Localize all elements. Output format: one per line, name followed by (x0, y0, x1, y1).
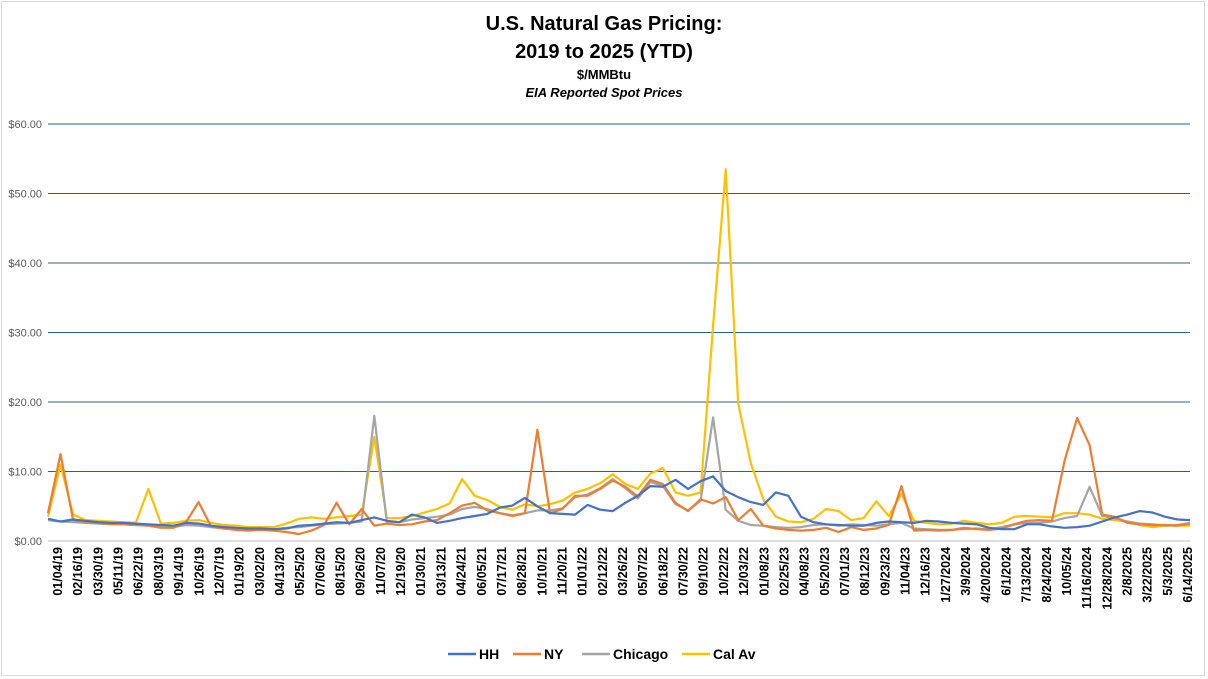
x-tick-label: 04/08/23 (798, 547, 812, 596)
x-tick-label: 10/10/21 (535, 547, 549, 596)
x-tick-label: 07/30/22 (677, 547, 691, 596)
x-tick-label: 12/19/20 (394, 547, 408, 596)
x-tick-label: 4/20/2024 (979, 547, 993, 603)
y-tick-label: $40.00 (8, 258, 42, 270)
x-tick-label: 8/24/2024 (1040, 547, 1054, 603)
x-tick-label: 01/04/19 (51, 547, 65, 596)
legend-label: HH (479, 646, 499, 662)
x-tick-label: 6/1/2024 (999, 547, 1013, 596)
chart-subtitle-source: EIA Reported Spot Prices (525, 85, 683, 100)
legend: HH NY Chicago Cal Av (448, 646, 756, 662)
chart-title: U.S. Natural Gas Pricing: (485, 13, 723, 35)
series-lines (46, 168, 1191, 536)
x-axis-ticks: 01/04/19 02/16/19 03/30/19 05/11/19 06/22/19… (51, 547, 1195, 610)
x-tick-label: 06/18/22 (656, 547, 670, 596)
x-tick-label: 08/12/23 (858, 547, 872, 596)
x-tick-label: 06/05/21 (475, 547, 489, 596)
y-tick-label: $50.00 (8, 189, 42, 201)
legend-label: Cal Av (713, 646, 756, 662)
series-line-cal-av (46, 168, 1190, 529)
chart-title-line2: 2019 to 2025 (YTD) (515, 41, 693, 63)
x-tick-label: 08/03/19 (152, 547, 166, 596)
x-tick-label: 09/23/23 (878, 547, 892, 596)
legend-label: NY (544, 646, 564, 662)
x-tick-label: 07/06/20 (313, 547, 327, 596)
x-tick-label: 12/07/19 (212, 547, 226, 596)
x-tick-label: 08/28/21 (515, 547, 529, 596)
x-tick-label: 12/03/22 (737, 547, 751, 596)
x-tick-label: 12/16/23 (919, 547, 933, 596)
x-tick-label: 05/11/19 (112, 547, 126, 595)
x-tick-label: 5/3/2025 (1161, 547, 1175, 596)
x-tick-label: 10/26/19 (192, 547, 206, 596)
x-tick-label: 03/02/20 (253, 547, 267, 596)
y-axis-ticks: $0.00 $10.00 $20.00 $30.00 $40.00 $50.00 $60.0… (8, 119, 42, 548)
x-tick-label: 01/19/20 (233, 547, 247, 596)
x-tick-label: 09/10/22 (697, 547, 711, 596)
x-tick-label: 02/25/23 (777, 547, 791, 596)
y-tick-label: $60.00 (8, 119, 42, 131)
x-tick-label: 03/26/22 (616, 547, 630, 596)
series-line-hh (47, 475, 1191, 531)
x-tick-label: 03/30/19 (91, 547, 105, 596)
x-tick-label: 12/28/2024 (1100, 547, 1114, 610)
x-tick-label: 07/17/21 (495, 547, 509, 596)
series-line-chicago (47, 414, 1191, 532)
y-tick-label: $20.00 (8, 397, 42, 409)
x-tick-label: 1/27/2024 (939, 547, 953, 603)
y-tick-label: $10.00 (8, 467, 42, 479)
x-tick-label: 01/01/22 (576, 547, 590, 596)
y-tick-label: $0.00 (14, 536, 42, 548)
x-tick-label: 05/07/22 (636, 547, 650, 596)
x-tick-label: 3/22/2025 (1141, 547, 1155, 603)
x-tick-label: 04/24/21 (455, 547, 469, 596)
x-tick-label: 03/13/21 (434, 547, 448, 596)
x-tick-label: 09/14/19 (172, 547, 186, 596)
x-tick-label: 11/20/21 (555, 547, 569, 595)
y-tick-label: $30.00 (8, 328, 42, 340)
x-tick-label: 11/04/23 (899, 547, 913, 595)
x-tick-label: 09/26/20 (354, 547, 368, 596)
x-tick-label: 10/05/24 (1060, 547, 1074, 596)
x-tick-label: 7/13/2024 (1020, 547, 1034, 603)
x-tick-label: 06/22/19 (132, 547, 146, 596)
legend-label: Chicago (613, 646, 668, 662)
gridlines (48, 123, 1190, 472)
x-tick-label: 08/15/20 (334, 547, 348, 596)
x-tick-label: 3/9/2024 (959, 547, 973, 596)
chart-title-block: U.S. Natural Gas Pricing: 2019 to 2025 (… (0, 10, 1208, 102)
chart-subtitle-units: $/MMBtu (576, 67, 632, 82)
x-tick-label: 6/14/2025 (1181, 547, 1195, 603)
x-tick-label: 02/12/22 (596, 547, 610, 596)
x-tick-label: 01/30/21 (414, 547, 428, 596)
x-tick-label: 05/20/23 (818, 547, 832, 596)
x-tick-label: 2/8/2025 (1120, 547, 1134, 596)
x-tick-label: 02/16/19 (71, 547, 85, 596)
x-tick-label: 01/08/23 (757, 547, 771, 596)
x-tick-label: 07/01/23 (838, 547, 852, 596)
x-tick-label: 11/07/20 (374, 547, 388, 595)
x-tick-label: 10/22/22 (717, 547, 731, 596)
x-tick-label: 11/16/2024 (1080, 547, 1094, 609)
x-tick-label: 05/25/20 (293, 547, 307, 596)
x-tick-label: 04/13/20 (273, 547, 287, 596)
